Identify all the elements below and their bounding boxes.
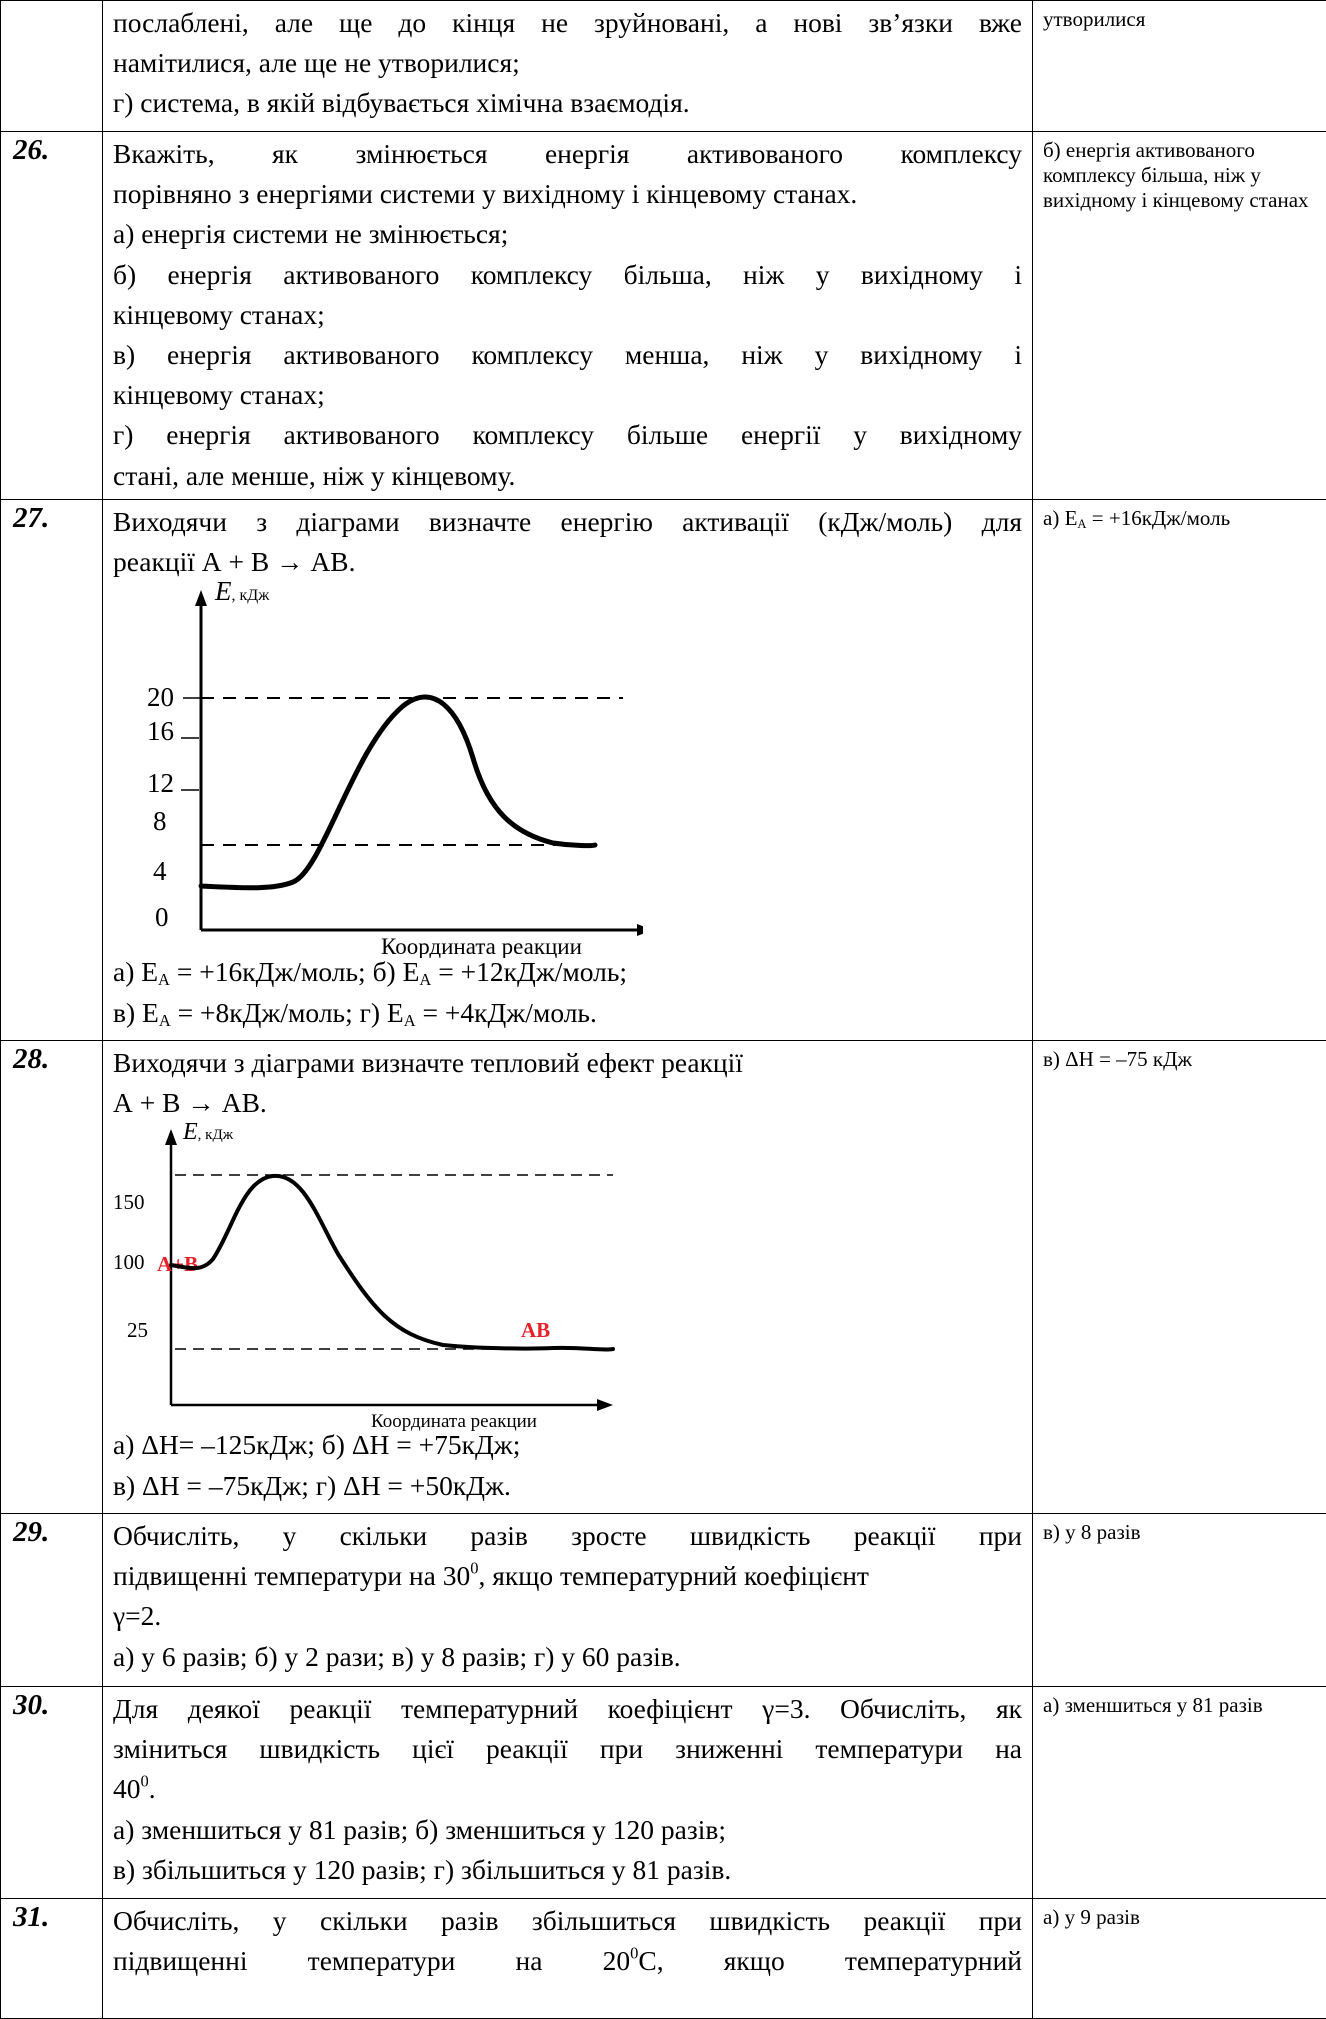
answer-cell: утворилися bbox=[1033, 1, 1326, 132]
question-line: Вкажіть, як змінюється енергія активован… bbox=[113, 134, 1022, 174]
option-b: б) енергія активованого комплексу більша… bbox=[113, 255, 1022, 295]
question-line: підвищенні температури на 300, якщо темп… bbox=[113, 1556, 1022, 1596]
y-axis-label: E, кДж bbox=[182, 1119, 234, 1145]
options-line: а) у 6 разів; б) у 2 рази; в) у 8 разів;… bbox=[113, 1637, 1022, 1677]
tick-label: 20 bbox=[147, 682, 174, 712]
y-axis-arrow bbox=[165, 1129, 177, 1145]
options-line: а) ΔН= –125кДж; б) ΔН = +75кДж; bbox=[113, 1425, 1022, 1465]
reactant-label: A+B bbox=[157, 1252, 198, 1276]
answer-cell: а) зменшиться у 81 разів bbox=[1033, 1687, 1326, 1899]
question-line: послаблені, але ще до кінця не зруйнован… bbox=[113, 3, 1022, 43]
question-line: Для деякої реакції температурний коефіці… bbox=[113, 1689, 1022, 1729]
question-line: Обчисліть, у скільки разів зросте швидкі… bbox=[113, 1516, 1022, 1556]
table-row: 29. Обчисліть, у скільки разів зросте шв… bbox=[1, 1514, 1326, 1687]
table-row: 26. Вкажіть, як змінюється енергія актив… bbox=[1, 132, 1326, 500]
question-line: Виходячи з діаграми визначте енергію акт… bbox=[113, 502, 1022, 542]
tick-label: 100 bbox=[113, 1250, 145, 1274]
y-tick-labels: 20 16 12 8 4 0 bbox=[147, 682, 174, 932]
tick-label: 12 bbox=[147, 768, 174, 798]
option-b-cont: кінцевому станах; bbox=[113, 295, 1022, 335]
question-number: 29. bbox=[1, 1514, 103, 1687]
question-text: Вкажіть, як змінюється енергія активован… bbox=[103, 132, 1033, 500]
option-c-cont: кінцевому станах; bbox=[113, 375, 1022, 415]
option-d: г) енергія активованого комплексу більше… bbox=[113, 415, 1022, 455]
product-label: AB bbox=[521, 1318, 550, 1342]
question-line: зміниться швидкість цієї реакції при зни… bbox=[113, 1729, 1022, 1769]
y-tick-labels: 150 100 25 bbox=[113, 1190, 148, 1342]
tick-label: 16 bbox=[147, 716, 174, 746]
options-line: в) збільшиться у 120 разів; г) збільшить… bbox=[113, 1850, 1022, 1890]
question-number: 28. bbox=[1, 1041, 103, 1514]
energy-curve bbox=[201, 697, 595, 888]
question-text: Виходячи з діаграми визначте енергію акт… bbox=[103, 500, 1033, 1041]
options-line: а) зменшиться у 81 разів; б) зменшиться … bbox=[113, 1810, 1022, 1850]
tick-label: 0 bbox=[155, 902, 169, 932]
question-line: реакції А + В → АВ. bbox=[113, 542, 1022, 582]
options-line: в) EA = +8кДж/моль; г) EA = +4кДж/моль. bbox=[113, 993, 1022, 1033]
question-number: 31. bbox=[1, 1899, 103, 2019]
question-text: Обчисліть, у скільки разів зросте швидкі… bbox=[103, 1514, 1033, 1687]
question-line: підвищенні температури на 200С, якщо тем… bbox=[113, 1941, 1022, 1981]
question-number: 27. bbox=[1, 500, 103, 1041]
question-line: намітилися, але ще не утворилися; bbox=[113, 43, 1022, 83]
question-line: 400. bbox=[113, 1769, 1022, 1809]
energy-diagram-27: E, кДж 20 16 12 8 4 0 Координата реакции bbox=[123, 578, 643, 958]
table-row: 28. Виходячи з діаграми визначте теплови… bbox=[1, 1041, 1326, 1514]
tick-label: 25 bbox=[127, 1318, 148, 1342]
question-line: г) система, в якій відбувається хімічна … bbox=[113, 83, 1022, 123]
table-row: 30. Для деякої реакції температурний кое… bbox=[1, 1687, 1326, 1899]
option-a: а) енергія системи не змінюється; bbox=[113, 214, 1022, 254]
question-text: Виходячи з діаграми визначте тепловий еф… bbox=[103, 1041, 1033, 1514]
answer-cell: б) енергія активованого комплексу більша… bbox=[1033, 132, 1326, 500]
tick-label: 150 bbox=[113, 1190, 145, 1214]
table-row: 31. Обчисліть, у скільки разів збільшить… bbox=[1, 1899, 1326, 2019]
answer-cell: а) у 9 разів bbox=[1033, 1899, 1326, 2019]
question-line: γ=2. bbox=[113, 1596, 1022, 1636]
question-line: порівняно з енергіями системи у вихідном… bbox=[113, 174, 1022, 214]
question-text: Для деякої реакції температурний коефіці… bbox=[103, 1687, 1033, 1899]
question-line: Обчисліть, у скільки разів збільшиться ш… bbox=[113, 1901, 1022, 1941]
y-axis-arrow bbox=[195, 590, 207, 606]
question-text: послаблені, але ще до кінця не зруйнован… bbox=[103, 1, 1033, 132]
question-number bbox=[1, 1, 103, 132]
option-d-cont: стані, але менше, ніж у кінцевому. bbox=[113, 456, 1022, 496]
question-text: Обчисліть, у скільки разів збільшиться ш… bbox=[103, 1899, 1033, 2019]
question-number: 26. bbox=[1, 132, 103, 500]
tick-label: 4 bbox=[153, 856, 167, 886]
question-line: Виходячи з діаграми визначте тепловий еф… bbox=[113, 1043, 1022, 1083]
options-line: в) ΔН = –75кДж; г) ΔН = +50кДж. bbox=[113, 1466, 1022, 1506]
x-axis-arrow bbox=[597, 1399, 613, 1411]
answer-cell: а) EA = +16кДж/моль bbox=[1033, 500, 1326, 1041]
tick-label: 8 bbox=[153, 806, 167, 836]
answer-cell: в) ΔН = –75 кДж bbox=[1033, 1041, 1326, 1514]
question-number: 30. bbox=[1, 1687, 103, 1899]
x-axis-arrow bbox=[637, 924, 643, 936]
energy-diagram-28: E, кДж 150 100 25 A+B AB Координата реак… bbox=[113, 1119, 623, 1431]
options-line: а) EA = +16кДж/моль; б) EA = +12кДж/моль… bbox=[113, 952, 1022, 992]
option-c: в) енергія активованого комплексу менша,… bbox=[113, 335, 1022, 375]
table-row: 27. Виходячи з діаграми визначте енергію… bbox=[1, 500, 1326, 1041]
question-line: А + В → АВ. bbox=[113, 1083, 1022, 1123]
answer-cell: в) у 8 разів bbox=[1033, 1514, 1326, 1687]
y-axis-label: E, кДж bbox=[214, 578, 270, 606]
table-row: послаблені, але ще до кінця не зруйнован… bbox=[1, 1, 1326, 132]
